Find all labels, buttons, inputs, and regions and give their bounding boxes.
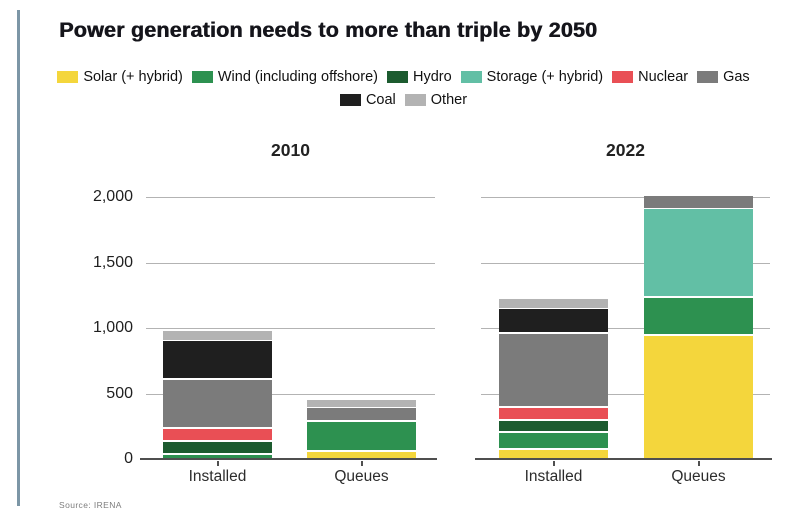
legend-row-2: Coal Other: [0, 92, 807, 108]
legend-swatch-nuclear: [612, 71, 634, 83]
panel-2022: 2022 Installed Queues: [475, 0, 772, 531]
x-axis-line: [475, 458, 772, 460]
segment-gas: [307, 407, 416, 422]
legend-row-1: Solar (+ hybrid) Wind (including offshore…: [0, 69, 807, 85]
legend-label-storage: Storage (+ hybrid): [486, 69, 604, 85]
gridline-1500: [146, 262, 435, 264]
segment-storage: [644, 208, 753, 297]
gridline-500: [481, 393, 770, 395]
bar-2010-queues: [307, 0, 416, 459]
legend-swatch-other: [404, 94, 426, 106]
gridline-500: [146, 393, 435, 395]
panel-2010: 2010 Installed Queues: [140, 0, 437, 531]
bar-2022-queues: [644, 0, 753, 459]
gridline-1500: [481, 262, 770, 264]
panel-title-2010: 2010: [271, 140, 310, 160]
gridline-2000: [481, 197, 770, 198]
segment-coal: [163, 339, 272, 380]
legend-swatch-wind: [191, 71, 213, 83]
legend-item-nuclear: Nuclear: [612, 69, 688, 85]
legend-label-hydro: Hydro: [412, 69, 452, 85]
segment-wind: [163, 453, 272, 459]
legend-label-nuclear: Nuclear: [638, 69, 689, 85]
y-axis-label-1,500: 1,500: [92, 253, 133, 271]
y-axis-label-0: 0: [124, 450, 133, 467]
chart-title: Power generation needs to more than trip…: [59, 18, 598, 42]
legend-item-wind: Wind (including offshore): [191, 69, 378, 85]
segment-other: [163, 330, 272, 340]
legend-item-storage: Storage (+ hybrid): [460, 69, 604, 85]
segment-solar: [644, 334, 753, 459]
x-axis-tick: [552, 461, 555, 466]
bar-2022-installed: [499, 0, 608, 459]
legend-item-solar: Solar (+ hybrid): [57, 69, 183, 85]
bar-2010-installed: [163, 0, 272, 459]
segment-coal: [499, 307, 608, 334]
legend-label-solar: Solar (+ hybrid): [83, 69, 183, 85]
segment-solar: [499, 448, 608, 459]
legend-swatch-solar: [57, 71, 79, 83]
segment-solar: [307, 450, 416, 459]
legend-item-other: Other: [404, 92, 468, 108]
segment-other: [307, 400, 416, 408]
source-note: Source: IRENA: [59, 500, 122, 510]
x-axis-line: [140, 458, 437, 460]
legend-swatch-gas: [697, 71, 719, 83]
x-axis-tick: [697, 461, 700, 466]
segment-nuclear: [499, 406, 608, 421]
x-axis-tick: [360, 461, 363, 466]
segment-other: [499, 298, 608, 308]
segment-hydro: [499, 420, 608, 432]
category-label-queues: Queues: [671, 468, 726, 485]
y-axis-label-1,000: 1,000: [92, 319, 133, 336]
segment-gas: [644, 196, 753, 209]
gridline-2000: [146, 197, 435, 198]
segment-wind: [307, 421, 416, 451]
legend-label-wind: Wind (including offshore): [217, 69, 378, 85]
segment-gas: [499, 333, 608, 407]
segment-wind: [499, 431, 608, 449]
legend-swatch-storage: [460, 71, 482, 83]
category-label-installed: Installed: [524, 468, 583, 485]
legend-item-coal: Coal: [339, 92, 396, 108]
gridline-1000: [146, 328, 435, 329]
left-accent-line: [17, 10, 20, 506]
legend-label-gas: Gas: [723, 69, 750, 85]
legend-swatch-hydro: [386, 71, 408, 83]
legend-item-hydro: Hydro: [386, 69, 452, 85]
legend-swatch-coal: [339, 94, 361, 106]
segment-wind: [644, 296, 753, 335]
panel-title-2022: 2022: [606, 140, 645, 160]
legend-label-coal: Coal: [365, 92, 396, 108]
y-axis-label-2,000: 2,000: [92, 188, 133, 205]
x-axis-tick: [216, 461, 219, 466]
gridline-1000: [481, 328, 770, 329]
y-axis-label-500: 500: [106, 384, 133, 402]
category-label-queues: Queues: [334, 468, 389, 485]
segment-nuclear: [163, 428, 272, 442]
chart-legend: Solar (+ hybrid) Wind (including offshore…: [0, 69, 807, 115]
category-label-installed: Installed: [188, 468, 247, 485]
legend-label-other: Other: [430, 92, 468, 108]
segment-gas: [163, 379, 272, 429]
legend-item-gas: Gas: [697, 69, 750, 85]
segment-hydro: [163, 441, 272, 454]
